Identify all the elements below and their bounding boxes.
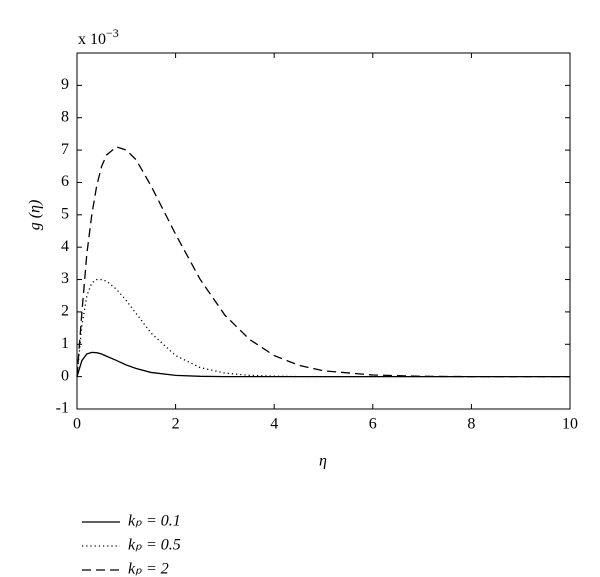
y-tick-label: 3 xyxy=(61,270,69,287)
legend-label: kₚ = 0.5 xyxy=(128,537,181,554)
y-multiplier: x 10−3 xyxy=(78,26,119,48)
x-tick-label: 2 xyxy=(172,416,180,433)
x-axis-label: η xyxy=(319,453,327,470)
x-tick-label: 0 xyxy=(73,416,81,433)
y-tick-label: 9 xyxy=(61,76,69,93)
multiplier-base: x 10 xyxy=(78,31,106,48)
x-tick-label: 4 xyxy=(270,416,278,433)
y-tick-label: 7 xyxy=(61,141,69,158)
y-tick-label: -1 xyxy=(56,400,69,417)
plot-frame xyxy=(76,52,571,410)
x-tick-label: 8 xyxy=(467,416,475,433)
y-tick-label: 1 xyxy=(61,335,69,352)
legend-label: kₚ = 0.1 xyxy=(128,513,181,530)
multiplier-exponent: −3 xyxy=(106,26,119,40)
series-line xyxy=(76,351,570,378)
y-tick-label: 6 xyxy=(61,173,69,190)
y-tick-label: 4 xyxy=(61,238,69,255)
y-tick-label: 0 xyxy=(61,367,69,384)
series-line xyxy=(76,278,570,378)
x-tick-label: 10 xyxy=(562,416,578,433)
y-tick-label: 2 xyxy=(61,303,69,320)
x-tick-label: 6 xyxy=(369,416,377,433)
series-line xyxy=(76,146,570,378)
legend-label: kₚ = 2 xyxy=(128,561,169,577)
y-tick-label: 8 xyxy=(61,108,69,125)
y-axis-label: g (η) xyxy=(27,200,44,231)
y-tick-label: 5 xyxy=(61,205,69,222)
